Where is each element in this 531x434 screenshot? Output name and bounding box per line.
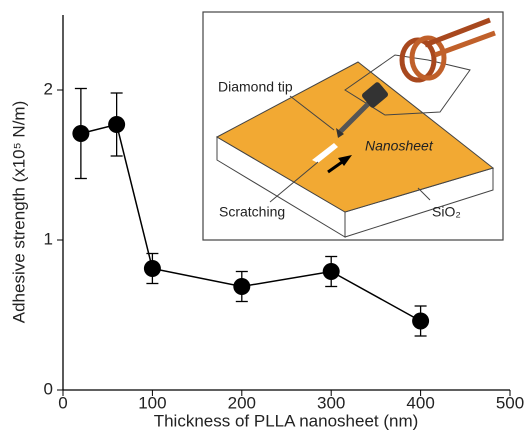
data-point — [323, 263, 340, 280]
data-point — [412, 313, 429, 330]
tip-label: Diamond tip — [218, 79, 293, 95]
page: {"chart_data": {"type": "line", "xlabel"… — [0, 0, 531, 434]
x-tick-label: 0 — [58, 393, 67, 412]
substrate-label: SiO₂ — [432, 204, 461, 220]
data-point — [144, 260, 161, 277]
x-tick-label: 400 — [406, 393, 434, 412]
data-point — [72, 125, 89, 142]
chart: Diamond tip Nanosheet Scratching SiO₂ Th… — [0, 0, 531, 434]
data-point — [233, 278, 250, 295]
inset-diagram: Diamond tip Nanosheet Scratching SiO₂ — [203, 12, 503, 240]
data-point — [108, 116, 125, 133]
scratch-label: Scratching — [219, 204, 285, 220]
sheet-label: Nanosheet — [365, 138, 434, 154]
y-tick-label: 2 — [44, 79, 53, 98]
y-axis-label: Adhesive strength (x10⁵ N/m) — [9, 101, 28, 323]
y-tick-label: 0 — [44, 379, 53, 398]
x-axis-label: Thickness of PLLA nanosheet (nm) — [154, 411, 419, 430]
y-tick-label: 1 — [44, 229, 53, 248]
x-tick-label: 100 — [138, 393, 166, 412]
x-tick-label: 300 — [317, 393, 345, 412]
x-tick-label: 200 — [228, 393, 256, 412]
x-tick-label: 500 — [496, 393, 524, 412]
